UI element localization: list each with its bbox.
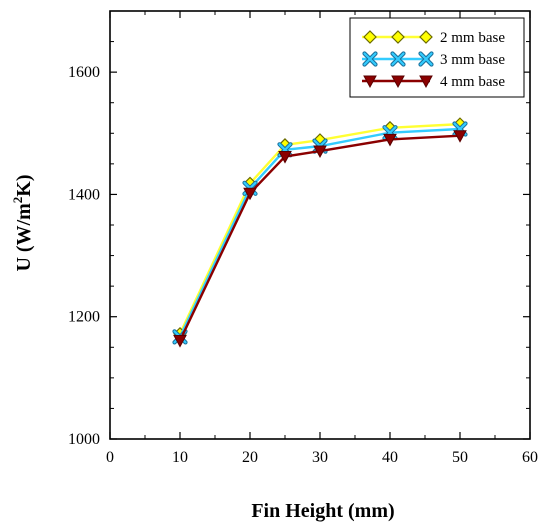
legend-marker bbox=[391, 30, 405, 44]
x-axis-ticks: 0 10 20 30 40 50 60 bbox=[106, 11, 538, 466]
series-3 bbox=[173, 130, 467, 348]
data-point bbox=[383, 133, 397, 147]
data-point bbox=[243, 187, 257, 201]
data-point bbox=[453, 130, 467, 143]
legend-marker bbox=[363, 75, 377, 89]
data-point bbox=[278, 151, 292, 164]
x-axis-title: Fin Height (mm) bbox=[251, 500, 394, 522]
series-line bbox=[178, 127, 461, 338]
x-tick-label: 0 bbox=[106, 449, 114, 466]
legend-item: 4 mm base bbox=[362, 74, 505, 90]
triangle-marker-shape bbox=[363, 75, 377, 89]
legend-item: 2 mm base bbox=[362, 30, 505, 46]
y-axis-ticks: 1000 1200 1400 1600 bbox=[68, 41, 530, 448]
x-marker-stroke bbox=[391, 52, 405, 66]
x-tick-label: 20 bbox=[242, 449, 258, 466]
legend-marker bbox=[419, 30, 433, 44]
data-point bbox=[173, 335, 187, 348]
legend-marker bbox=[391, 75, 405, 89]
triangle-marker-shape bbox=[453, 130, 467, 143]
y-tick-label: 1200 bbox=[68, 309, 100, 326]
triangle-marker-shape bbox=[243, 187, 257, 201]
series-layer bbox=[172, 117, 468, 348]
x-marker-stroke bbox=[419, 52, 433, 66]
x-marker-stroke bbox=[363, 52, 377, 66]
diamond-marker-shape bbox=[419, 30, 433, 44]
y-tick-label: 1400 bbox=[68, 186, 100, 203]
data-point bbox=[313, 145, 327, 159]
y-axis-title: U (W/m2K) bbox=[10, 174, 35, 271]
triangle-marker-shape bbox=[383, 133, 397, 147]
triangle-marker-shape bbox=[419, 75, 433, 89]
triangle-marker-shape bbox=[391, 75, 405, 89]
legend-marker bbox=[418, 51, 434, 67]
x-tick-label: 60 bbox=[522, 449, 538, 466]
triangle-marker-shape bbox=[313, 145, 327, 159]
x-tick-label: 50 bbox=[452, 449, 468, 466]
y-axis-title-superscript: 2 bbox=[10, 197, 25, 204]
legend-marker bbox=[390, 51, 406, 67]
legend-marker bbox=[419, 75, 433, 89]
legend-marker bbox=[363, 30, 377, 44]
y-axis-title-tail: K) bbox=[13, 174, 35, 196]
legend-label: 2 mm base bbox=[440, 30, 505, 46]
y-tick-label: 1600 bbox=[68, 64, 100, 81]
series-line bbox=[178, 122, 461, 335]
x-tick-label: 30 bbox=[312, 449, 328, 466]
legend-label: 4 mm base bbox=[440, 74, 505, 90]
legend-marker bbox=[362, 51, 378, 67]
x-tick-label: 10 bbox=[172, 449, 188, 466]
diamond-marker-shape bbox=[363, 30, 377, 44]
legend: 2 mm base 3 mm base 4 mm base bbox=[349, 17, 525, 98]
legend-item: 3 mm base bbox=[362, 51, 505, 68]
legend-label: 3 mm base bbox=[440, 52, 505, 68]
y-tick-label: 1000 bbox=[68, 431, 100, 448]
legend-box bbox=[349, 17, 525, 98]
y-axis-title-main: U (W/m bbox=[13, 203, 35, 272]
triangle-marker-shape bbox=[278, 151, 292, 164]
series-line bbox=[178, 134, 461, 342]
x-tick-label: 40 bbox=[382, 449, 398, 466]
triangle-marker-shape bbox=[173, 335, 187, 348]
diamond-marker-shape bbox=[391, 30, 405, 44]
